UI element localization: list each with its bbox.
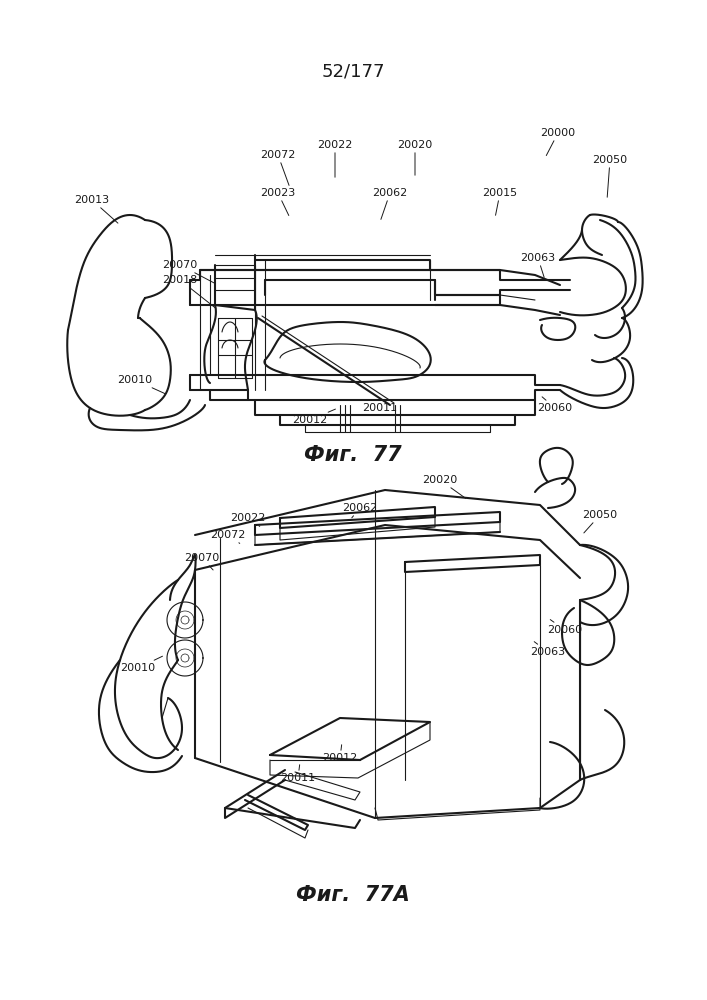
Text: 20020: 20020 <box>422 475 466 498</box>
Text: 20070: 20070 <box>163 260 216 284</box>
Text: 20000: 20000 <box>540 128 575 156</box>
Text: 20050: 20050 <box>583 510 617 533</box>
Text: 20060: 20060 <box>547 620 583 635</box>
Text: 20010: 20010 <box>117 375 165 394</box>
Text: 20072: 20072 <box>260 150 296 185</box>
Text: 20018: 20018 <box>163 275 216 308</box>
Text: 20022: 20022 <box>317 140 353 177</box>
Text: 20063: 20063 <box>530 642 566 657</box>
Text: 20020: 20020 <box>397 140 433 175</box>
Text: 20010: 20010 <box>120 656 163 673</box>
Text: 20011: 20011 <box>281 765 315 783</box>
Text: Фиг.  77: Фиг. 77 <box>304 445 402 465</box>
Text: 20012: 20012 <box>293 409 335 425</box>
Text: 20023: 20023 <box>260 188 296 215</box>
Text: 20011: 20011 <box>363 400 397 413</box>
Text: 20063: 20063 <box>520 253 556 277</box>
Text: 52/177: 52/177 <box>321 63 385 81</box>
Text: 20022: 20022 <box>230 513 266 526</box>
Text: 20012: 20012 <box>322 745 358 763</box>
Text: 20062: 20062 <box>373 188 408 219</box>
Text: 20060: 20060 <box>537 397 573 413</box>
Text: 20062: 20062 <box>342 503 378 518</box>
Text: Фиг.  77А: Фиг. 77А <box>296 885 410 905</box>
Text: 20013: 20013 <box>74 195 118 223</box>
Text: 20072: 20072 <box>210 530 246 543</box>
Text: 20070: 20070 <box>185 553 220 570</box>
Text: 20050: 20050 <box>592 155 628 197</box>
Text: 20015: 20015 <box>482 188 518 215</box>
